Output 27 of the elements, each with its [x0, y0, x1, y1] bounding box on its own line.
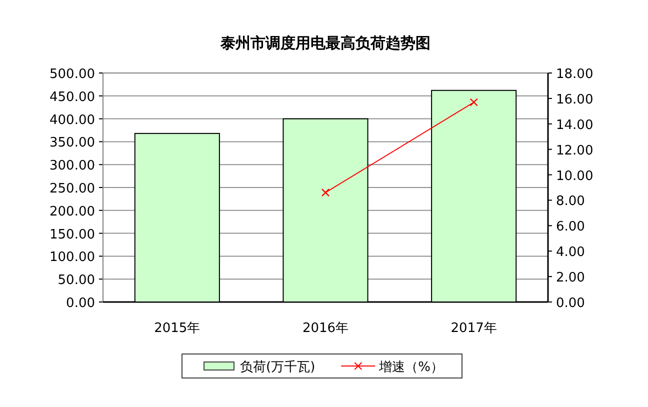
x-tick-label: 2015年 — [154, 321, 200, 336]
y-tick-label: 250.00 — [50, 182, 95, 196]
y-tick-label: 500.00 — [50, 67, 95, 82]
y-tick-label: 400.00 — [50, 112, 95, 128]
y-tick-label: 200.00 — [50, 204, 95, 220]
x-tick-label: 2017年 — [450, 321, 497, 336]
y-tick-label: 150.00 — [50, 227, 95, 242]
y-tick-label: 0.00 — [66, 296, 95, 311]
y2-tick-label: 8.00 — [556, 194, 585, 210]
y2-tick-label: 14.00 — [556, 118, 594, 133]
chart-title: 泰州市调度用电最高负荷趋势图 — [220, 34, 430, 52]
y-tick-label: 300.00 — [50, 158, 95, 174]
y2-tick-label: 0.00 — [556, 296, 585, 311]
y2-tick-label: 4.00 — [556, 245, 585, 260]
x-tick-label: 2016年 — [302, 321, 349, 336]
y2-tick-label: 12.00 — [556, 143, 594, 158]
y-tick-label: 50.00 — [58, 273, 95, 288]
y-tick-label: 350.00 — [50, 136, 95, 151]
y-tick-label: 450.00 — [50, 90, 95, 105]
y2-tick-label: 10.00 — [556, 168, 594, 184]
y2-tick-label: 2.00 — [556, 270, 585, 286]
y2-tick-label: 6.00 — [556, 220, 585, 235]
legend-label: 增速（%） — [378, 360, 444, 375]
y-tick-label: 100.00 — [50, 250, 95, 266]
y2-tick-label: 16.00 — [556, 92, 594, 108]
y2-tick-label: 18.00 — [556, 67, 594, 82]
legend-label: 负荷(万千瓦) — [240, 360, 316, 375]
